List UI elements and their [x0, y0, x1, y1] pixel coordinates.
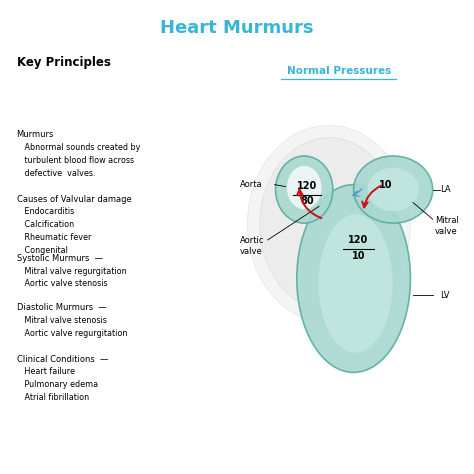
Text: Heart Murmurs: Heart Murmurs	[160, 18, 314, 36]
Text: defective  valves.: defective valves.	[17, 169, 95, 178]
Text: 120: 120	[297, 181, 317, 191]
Text: turbulent blood flow across: turbulent blood flow across	[17, 156, 134, 165]
Text: Atrial fibrillation: Atrial fibrillation	[17, 393, 89, 402]
Text: Aortic valve stenosis: Aortic valve stenosis	[17, 280, 107, 289]
Text: Endocarditis: Endocarditis	[17, 207, 74, 216]
Text: Pulmonary edema: Pulmonary edema	[17, 380, 98, 389]
Ellipse shape	[354, 156, 433, 223]
Text: Murmurs: Murmurs	[17, 130, 54, 139]
Text: Causes of Valvular damage: Causes of Valvular damage	[17, 194, 131, 203]
Text: 120: 120	[348, 235, 369, 245]
Text: Abnormal sounds created by: Abnormal sounds created by	[17, 143, 140, 152]
Text: Clinical Conditions  —: Clinical Conditions —	[17, 355, 108, 364]
Text: Mitral valve regurgitation: Mitral valve regurgitation	[17, 267, 126, 276]
Text: Heart failure: Heart failure	[17, 367, 74, 376]
Text: Key Principles: Key Principles	[17, 56, 110, 69]
Text: Systolic Murmurs  —: Systolic Murmurs —	[17, 254, 102, 263]
Text: 10: 10	[379, 180, 392, 190]
Ellipse shape	[319, 214, 392, 353]
Text: Rheumatic fever: Rheumatic fever	[17, 233, 91, 242]
Text: Diastolic Murmurs  —: Diastolic Murmurs —	[17, 303, 106, 312]
Ellipse shape	[367, 168, 419, 211]
Ellipse shape	[297, 184, 410, 373]
Text: 80: 80	[301, 197, 314, 207]
Text: LA: LA	[441, 185, 451, 194]
Text: Mitral
valve: Mitral valve	[435, 216, 458, 236]
Ellipse shape	[275, 156, 333, 223]
Text: Congenital: Congenital	[17, 246, 67, 255]
Text: Aortic valve regurgitation: Aortic valve regurgitation	[17, 329, 127, 338]
Text: Aorta: Aorta	[240, 180, 263, 189]
Text: Aortic
valve: Aortic valve	[240, 236, 264, 256]
Text: 10: 10	[352, 251, 365, 261]
Ellipse shape	[247, 125, 410, 323]
Text: Normal Pressures: Normal Pressures	[287, 66, 391, 76]
Ellipse shape	[287, 166, 321, 210]
Text: Mitral valve stenosis: Mitral valve stenosis	[17, 316, 107, 325]
Ellipse shape	[260, 137, 398, 310]
Text: LV: LV	[441, 291, 450, 300]
Text: Calcification: Calcification	[17, 220, 74, 229]
